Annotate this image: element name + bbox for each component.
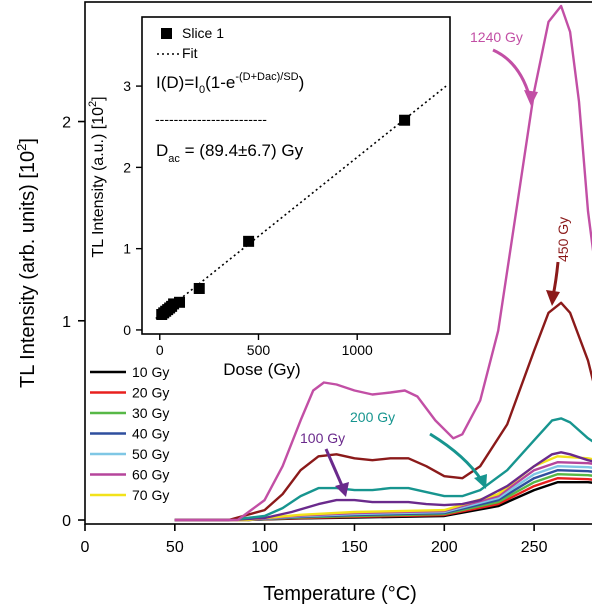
main-plot-frame xyxy=(84,1,592,525)
annotation-200-gy-arrowhead xyxy=(474,474,487,489)
inset-y-tick-label: 1 xyxy=(123,241,131,257)
inset-data-point xyxy=(174,296,186,308)
main-x-tick-label: 150 xyxy=(341,539,368,556)
series-line-200-gy xyxy=(174,417,592,522)
inset-legend-marker-slice-1 xyxy=(161,28,172,39)
main-x-tick-label: 50 xyxy=(166,539,184,556)
inset-axis-ticks: 0 500 1000 0 1 2 3 xyxy=(123,78,373,358)
legend-label-20-gy: 20 Gy xyxy=(132,385,169,401)
main-y-tick-label: 2 xyxy=(62,115,71,132)
inset-data-point xyxy=(399,114,411,126)
inset-data-points xyxy=(156,114,411,320)
series-line-1240-gy xyxy=(174,4,592,522)
inset-x-tick-label: 0 xyxy=(156,342,164,358)
inset-dac-result-subscript: ac xyxy=(168,153,180,165)
inset-y-tick-label: 2 xyxy=(123,159,131,175)
legend-label-40-gy: 40 Gy xyxy=(132,426,169,442)
main-y-axis-label-exponent: 2 xyxy=(14,144,29,151)
inset-y-axis-label-text: TL Intensity (a.u.) [10 xyxy=(90,107,107,258)
inset-plot-frame xyxy=(141,16,451,335)
inset-dac-result-value: = (89.4±6.7) Gy xyxy=(180,141,304,160)
inset-data-point xyxy=(168,298,180,310)
main-y-axis-label-end: ] xyxy=(17,138,39,144)
series-line-100-gy xyxy=(174,451,592,522)
annotation-200-gy-arrow xyxy=(429,432,484,482)
inset-x-tick-label: 500 xyxy=(247,342,271,358)
inset-fit-equation-exponent: -(D+Dac)/SD xyxy=(235,71,298,83)
main-x-axis-label: Temperature (°C) xyxy=(263,583,417,605)
annotation-450-gy-arrow xyxy=(551,261,560,297)
annotation-450-gy: 450 Gy xyxy=(555,217,571,262)
inset-y-axis-label: TL Intensity (a.u.) [102] xyxy=(87,96,107,257)
inset-x-axis-label: Dose (Gy) xyxy=(223,360,300,379)
main-x-tick-label: 100 xyxy=(251,539,278,556)
inset-y-tick-label: 3 xyxy=(123,78,131,94)
main-x-tick-label: 250 xyxy=(521,539,548,556)
main-y-axis-label: TL Intensity (arb. units) [102] xyxy=(14,138,39,388)
inset-fit-equation-subscript: 0 xyxy=(199,84,205,96)
inset-data-point xyxy=(193,282,205,294)
legend-label-60-gy: 60 Gy xyxy=(132,467,169,483)
main-series-group xyxy=(174,4,592,522)
series-line-450-gy xyxy=(174,301,592,522)
annotation-1240-gy: 1240 Gy xyxy=(470,29,523,45)
inset-chart: 0 500 1000 0 1 2 3 Dose (Gy) TL Intensity (a.u… xyxy=(87,16,451,379)
inset-fit-equation-part-1: I(D)=I xyxy=(156,73,199,92)
inset-fit-equation: I(D)=I0(1-e-(D+Dac)/SD) xyxy=(156,71,304,96)
inset-y-axis-label-end: ] xyxy=(90,96,107,100)
annotation-200-gy: 200 Gy xyxy=(350,409,395,425)
annotation-100-gy-arrowhead xyxy=(335,482,349,497)
annotation-100-gy: 100 Gy xyxy=(300,430,345,446)
legend-label-30-gy: 30 Gy xyxy=(132,405,169,421)
inset-fit-line xyxy=(155,85,447,320)
main-y-axis-label-text: TL Intensity (arb. units) [10 xyxy=(17,151,39,388)
main-y-tick-label: 0 xyxy=(62,513,71,530)
inset-dac-result-d: D xyxy=(156,141,168,160)
main-legend: 10 Gy 20 Gy 30 Gy 40 Gy 50 Gy 60 Gy 70 Gy xyxy=(90,364,169,503)
annotation-1240-gy-arrowhead xyxy=(524,90,538,106)
inset-dac-result: Dac = (89.4±6.7) Gy xyxy=(156,141,304,165)
main-x-tick-label: 0 xyxy=(81,539,90,556)
main-x-tick-label: 200 xyxy=(431,539,458,556)
inset-legend-label-slice-1: Slice 1 xyxy=(182,25,224,41)
legend-label-50-gy: 50 Gy xyxy=(132,446,169,462)
legend-label-10-gy: 10 Gy xyxy=(132,364,169,380)
inset-legend-label-fit: Fit xyxy=(182,45,198,61)
inset-fit-line-group xyxy=(155,85,447,320)
inset-x-tick-label: 1000 xyxy=(342,342,373,358)
inset-fit-equation-part-2: (1-e xyxy=(205,73,235,92)
legend-label-70-gy: 70 Gy xyxy=(132,487,169,503)
inset-data-point xyxy=(243,235,255,247)
inset-y-axis-label-exponent: 2 xyxy=(87,101,99,107)
inset-y-tick-label: 0 xyxy=(123,322,131,338)
inset-separator-line: ------------------------ xyxy=(155,111,267,127)
annotation-450-gy-arrowhead xyxy=(546,290,560,306)
inset-fit-equation-close: ) xyxy=(299,73,305,92)
main-y-tick-label: 1 xyxy=(62,314,71,331)
